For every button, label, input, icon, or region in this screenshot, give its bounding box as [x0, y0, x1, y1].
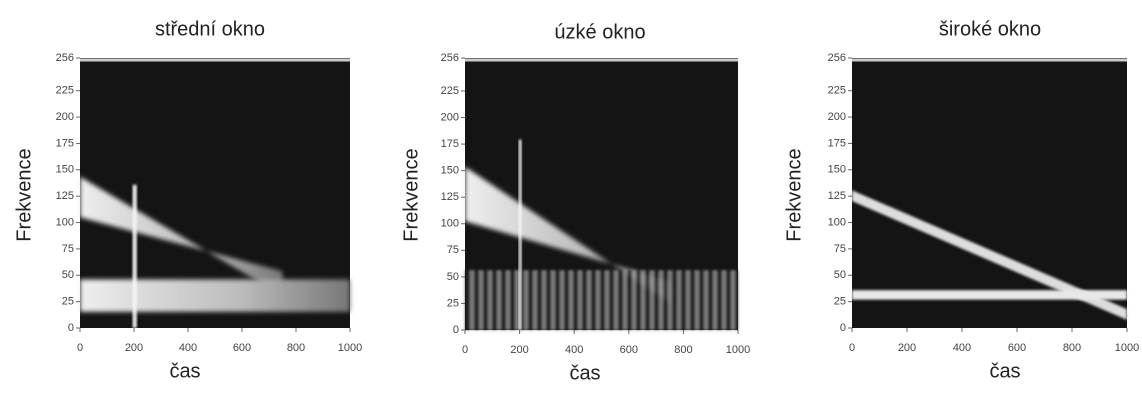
y-tick-label: 175 — [441, 138, 459, 150]
chart-title: úzké okno — [554, 21, 645, 43]
y-tick-label: 256 — [828, 52, 846, 64]
ridge — [518, 139, 522, 330]
y-tick-label: 125 — [441, 191, 459, 203]
y-tick-label: 225 — [441, 85, 459, 97]
y-tick-label: 75 — [447, 244, 459, 256]
x-tick-label: 400 — [953, 342, 971, 354]
x-tick-label: 800 — [674, 344, 692, 356]
ridge — [852, 290, 1127, 300]
y-axis-label: Frekvence — [400, 148, 422, 241]
y-tick-label: 100 — [828, 216, 846, 228]
x-axis-label: čas — [569, 362, 600, 384]
ridge — [465, 166, 670, 303]
y-axis-label: Frekvence — [13, 148, 35, 241]
x-axis-label: čas — [169, 360, 200, 382]
y-tick-label: 25 — [447, 297, 459, 309]
x-tick-label: 200 — [125, 342, 143, 354]
plot-area — [852, 58, 1127, 328]
x-tick-label: 0 — [462, 344, 468, 356]
x-tick-label: 200 — [510, 344, 528, 356]
x-tick-label: 600 — [1008, 342, 1026, 354]
ridge — [852, 190, 1127, 320]
y-tick-label: 50 — [834, 269, 846, 281]
y-tick-label: 50 — [62, 269, 74, 281]
x-tick-label: 600 — [233, 342, 251, 354]
y-tick-label: 150 — [441, 165, 459, 177]
chart-title: široké okno — [939, 18, 1041, 40]
y-tick-label: 25 — [834, 296, 846, 308]
x-axis-label: čas — [989, 360, 1020, 382]
y-tick-label: 0 — [68, 322, 74, 334]
y-tick-label: 75 — [62, 243, 74, 255]
x-tick-label: 400 — [565, 344, 583, 356]
x-tick-label: 800 — [1063, 342, 1081, 354]
y-tick-label: 256 — [441, 52, 459, 64]
x-tick-label: 0 — [77, 342, 83, 354]
y-tick-label: 225 — [828, 85, 846, 97]
x-tick-label: 1000 — [338, 342, 362, 354]
chart-title: střední okno — [155, 18, 265, 40]
ridge — [465, 270, 738, 330]
y-tick-label: 100 — [441, 218, 459, 230]
y-axis-label: Frekvence — [783, 148, 805, 241]
x-tick-label: 600 — [620, 344, 638, 356]
x-tick-label: 800 — [287, 342, 305, 354]
y-tick-label: 125 — [828, 190, 846, 202]
x-tick-label: 1000 — [726, 344, 750, 356]
ridge — [132, 184, 137, 328]
y-tick-label: 125 — [56, 190, 74, 202]
y-tick-label: 0 — [840, 322, 846, 334]
y-tick-label: 150 — [828, 164, 846, 176]
y-tick-label: 100 — [56, 216, 74, 228]
y-tick-label: 225 — [56, 85, 74, 97]
x-tick-label: 400 — [179, 342, 197, 354]
y-tick-label: 50 — [447, 271, 459, 283]
ridge — [80, 176, 283, 296]
y-tick-label: 75 — [834, 243, 846, 255]
ridge — [80, 279, 350, 312]
y-tick-label: 256 — [56, 52, 74, 64]
y-tick-label: 200 — [56, 111, 74, 123]
x-tick-label: 200 — [898, 342, 916, 354]
y-tick-label: 175 — [828, 137, 846, 149]
y-tick-label: 150 — [56, 164, 74, 176]
y-tick-label: 25 — [62, 296, 74, 308]
x-tick-label: 0 — [849, 342, 855, 354]
y-tick-label: 200 — [828, 111, 846, 123]
x-tick-label: 1000 — [1115, 342, 1139, 354]
y-tick-label: 200 — [441, 111, 459, 123]
y-tick-label: 175 — [56, 137, 74, 149]
y-tick-label: 0 — [453, 324, 459, 336]
